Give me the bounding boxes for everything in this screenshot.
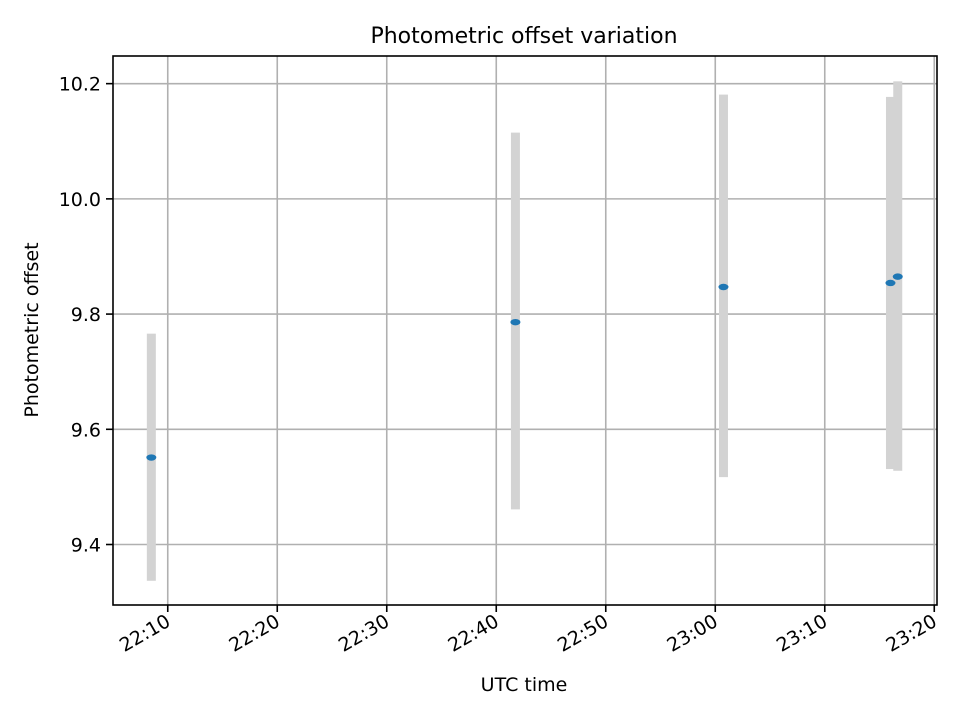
data-point — [718, 283, 729, 291]
y-tick-label: 9.6 — [71, 419, 101, 441]
x-axis-label: UTC time — [481, 674, 568, 696]
data-point — [892, 273, 903, 280]
y-tick-label: 9.8 — [71, 304, 101, 326]
axis-ticks: 22:10 22:20 22:30 22:40 22:50 23:00 23:10 23:20… — [59, 74, 941, 657]
data-point — [510, 318, 521, 326]
x-tick-label: 22:40 — [444, 610, 502, 656]
error-bars — [146, 81, 903, 581]
x-tick-label: 23:10 — [773, 610, 831, 656]
grid — [113, 56, 937, 605]
x-tick-label: 22:10 — [116, 610, 174, 656]
chart-title: Photometric offset variation — [370, 24, 677, 49]
plot-frame — [112, 55, 938, 606]
x-tick-label: 22:30 — [335, 610, 393, 656]
y-tick-label: 10.2 — [59, 74, 101, 96]
data-point — [146, 454, 157, 461]
data-points — [146, 273, 903, 461]
data-point — [885, 279, 896, 287]
x-tick-label: 22:20 — [225, 610, 283, 656]
y-tick-label: 10.0 — [59, 189, 101, 211]
x-tick-label: 22:50 — [554, 610, 612, 656]
y-axis-label: Photometric offset — [21, 242, 43, 417]
x-tick-label: 23:00 — [663, 610, 721, 656]
x-tick-label: 23:20 — [882, 610, 940, 656]
y-tick-label: 9.4 — [71, 535, 101, 557]
